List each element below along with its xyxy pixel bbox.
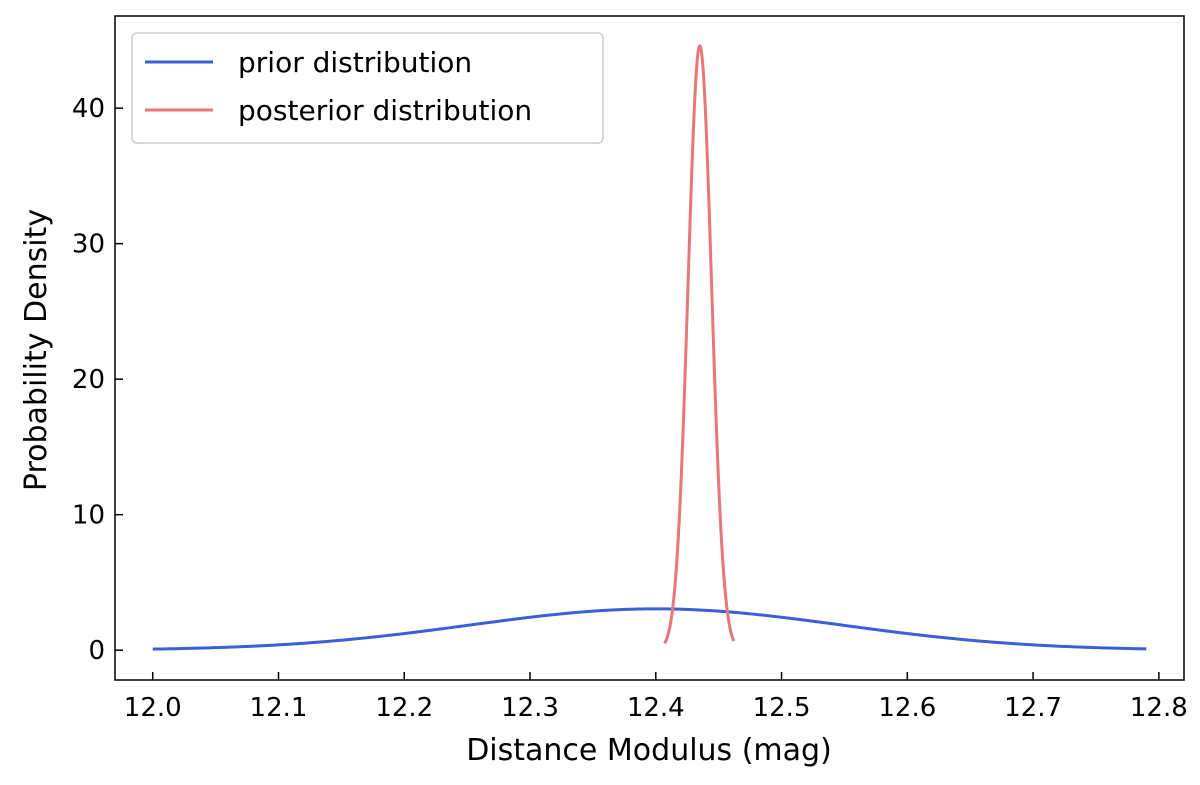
series-line-posterior <box>663 44 736 645</box>
x-tick-label: 12.2 <box>375 693 433 723</box>
x-axis-title: Distance Modulus (mag) <box>466 733 832 768</box>
x-tick-label: 12.8 <box>1130 693 1188 723</box>
x-tick-label: 12.7 <box>1004 693 1062 723</box>
legend-label-prior: prior distribution <box>238 46 472 79</box>
x-tick-label: 12.4 <box>627 693 685 723</box>
legend: prior distribution posterior distributio… <box>131 32 604 144</box>
series-line-prior <box>152 607 1147 651</box>
y-axis-title: Probability Density <box>19 209 54 491</box>
x-tick-label: 12.5 <box>753 693 811 723</box>
y-tick-label: 10 <box>72 501 105 531</box>
y-axis: 0 10 20 30 40 <box>72 94 123 666</box>
y-tick-label: 40 <box>72 94 105 124</box>
x-tick-label: 12.3 <box>501 693 559 723</box>
x-tick-label: 12.6 <box>878 693 936 723</box>
plot-frame <box>114 15 1185 681</box>
legend-box <box>131 32 604 144</box>
x-tick-label: 12.0 <box>124 693 182 723</box>
y-tick-label: 20 <box>72 365 105 395</box>
series-layer <box>152 44 1147 651</box>
y-tick-label: 30 <box>72 230 105 260</box>
y-tick-label: 0 <box>88 636 105 666</box>
x-axis: 12.0 12.1 12.2 12.3 12.4 12.5 12.6 12.7 12.8 <box>124 672 1188 723</box>
legend-label-posterior: posterior distribution <box>238 94 532 127</box>
x-tick-label: 12.1 <box>250 693 308 723</box>
